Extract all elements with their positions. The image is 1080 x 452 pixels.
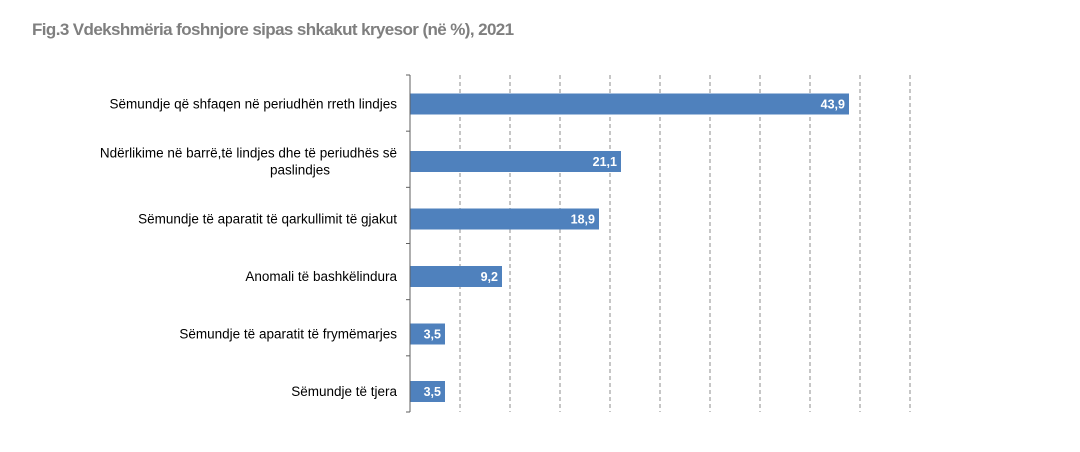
bar-value-label: 9,2 <box>481 270 498 284</box>
bar <box>410 323 445 345</box>
bar <box>410 208 599 230</box>
bar <box>410 266 502 287</box>
bar-value-label: 3,5 <box>424 385 441 399</box>
bar-value-label: 43,9 <box>821 98 845 112</box>
bar-value-label: 21,1 <box>593 155 617 169</box>
bar <box>410 93 849 115</box>
category-label: Sëmundje të tjera <box>291 384 397 399</box>
category-label: Sëmundje që shfaqen në periudhën rreth l… <box>110 97 398 112</box>
bar-value-label: 18,9 <box>571 213 595 227</box>
category-labels: Sëmundje që shfaqen në periudhën rreth l… <box>100 97 398 400</box>
bar-value-label: 3,5 <box>424 328 441 342</box>
bars: 43,9 21,1 18,9 9,2 3,5 3,5 <box>410 93 849 402</box>
gridlines <box>406 74 911 413</box>
category-label: paslindjes <box>270 163 330 178</box>
category-label: Anomali të bashkëlindura <box>245 269 397 284</box>
category-label: Sëmundje të aparatit të frymëmarjes <box>179 327 397 342</box>
category-label: Ndërlikime në barrë,të lindjes dhe të pe… <box>100 146 397 161</box>
chart-title: Fig.3 Vdekshmëria foshnjore sipas shkaku… <box>32 20 514 39</box>
category-label: Sëmundje të aparatit të qarkullimit të g… <box>138 212 397 227</box>
bar <box>410 151 621 172</box>
bar <box>410 381 445 402</box>
